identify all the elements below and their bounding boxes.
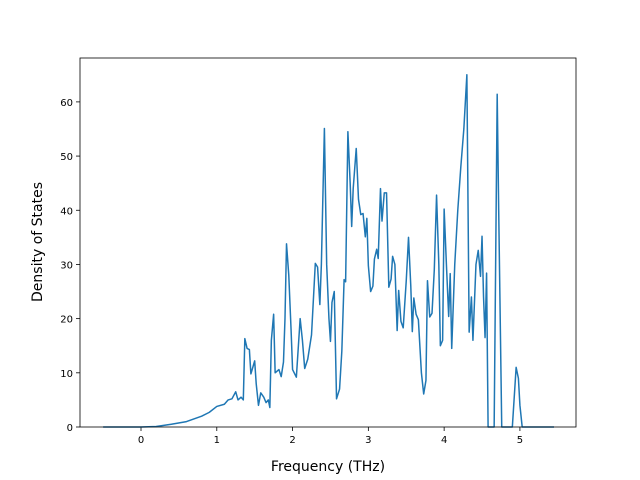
x-tick-label: 4 [441, 435, 447, 446]
y-tick-label: 60 [60, 98, 73, 109]
y-tick-label: 50 [60, 152, 73, 163]
data-line [103, 74, 555, 428]
y-tick-label: 40 [60, 206, 73, 217]
x-axis-label: Frequency (THz) [271, 459, 385, 475]
y-axis-label: Density of States [30, 182, 46, 302]
y-tick-label: 0 [67, 423, 73, 434]
y-tick-label: 20 [60, 315, 73, 326]
y-tick-label: 10 [60, 369, 73, 380]
x-tick-label: 1 [214, 435, 220, 446]
x-tick-label: 3 [365, 435, 371, 446]
plot-frame [79, 57, 577, 428]
x-tick-label: 2 [289, 435, 295, 446]
y-tick-label: 30 [60, 260, 73, 271]
x-tick-label: 5 [517, 435, 523, 446]
x-tick-label: 0 [138, 435, 144, 446]
